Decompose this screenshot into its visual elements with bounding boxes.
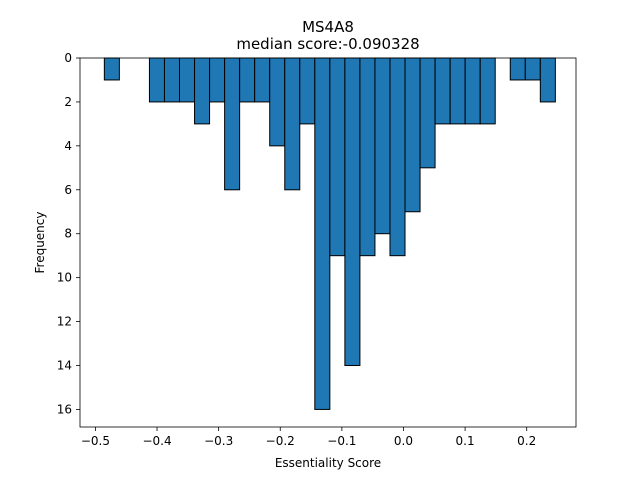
histogram-bar xyxy=(419,57,436,169)
histogram-bar xyxy=(103,57,120,81)
y-tick-label: 8 xyxy=(64,227,72,241)
y-ticks-group: 0 2 4 6 8 10 12 14 16 xyxy=(57,51,80,416)
histogram-bar xyxy=(284,57,301,191)
y-tick-label: 4 xyxy=(64,139,72,153)
plot-frame xyxy=(79,57,577,428)
histogram-bar xyxy=(179,57,196,103)
y-tick-label: 16 xyxy=(57,402,72,416)
y-tick-label: 0 xyxy=(64,51,72,65)
histogram-bar xyxy=(464,57,481,125)
x-tick-label: 0.1 xyxy=(456,434,475,448)
histogram-bar xyxy=(269,57,286,147)
histogram-bar xyxy=(329,57,346,257)
x-tick-label: 0.0 xyxy=(394,434,413,448)
histogram-bar xyxy=(209,57,226,103)
histogram-bar xyxy=(404,57,421,213)
histogram-bar xyxy=(479,57,496,125)
histogram-bar xyxy=(194,57,211,125)
x-tick-label: −0.1 xyxy=(327,434,356,448)
y-tick-label: 14 xyxy=(57,359,72,373)
chart-title: MS4A8 xyxy=(302,18,354,36)
histogram-bar xyxy=(344,57,361,366)
bars-group xyxy=(103,57,556,410)
histogram-bar xyxy=(509,57,526,81)
histogram-bar xyxy=(389,57,406,257)
x-ticks-group: −0.5 −0.4 −0.3 −0.2 −0.1 0.0 0.1 0.2 xyxy=(81,427,536,448)
y-tick-label: 6 xyxy=(64,183,72,197)
y-tick-label: 10 xyxy=(57,271,72,285)
histogram-bar xyxy=(434,57,451,125)
y-tick-label: 2 xyxy=(64,95,72,109)
histogram-bar xyxy=(224,57,241,191)
histogram-bar xyxy=(374,57,391,235)
histogram-bar xyxy=(254,57,271,103)
y-tick-label: 12 xyxy=(57,315,72,329)
histogram-bar xyxy=(359,57,376,257)
histogram-bar xyxy=(524,57,541,81)
y-axis-label: Frequency xyxy=(33,212,47,274)
x-tick-label: −0.4 xyxy=(142,434,171,448)
histogram-bar xyxy=(163,57,181,103)
histogram-bar xyxy=(314,57,331,410)
x-tick-label: −0.5 xyxy=(81,434,110,448)
x-tick-label: −0.3 xyxy=(204,434,233,448)
histogram-bar xyxy=(148,57,165,103)
histogram-bar xyxy=(239,57,256,103)
x-tick-label: 0.2 xyxy=(517,434,536,448)
chart-subtitle: median score:-0.090328 xyxy=(236,35,419,53)
histogram-bar xyxy=(299,57,316,125)
histogram-bar xyxy=(449,57,466,125)
x-tick-label: −0.2 xyxy=(266,434,295,448)
x-axis-label: Essentiality Score xyxy=(275,456,381,470)
histogram-bar xyxy=(539,57,556,103)
